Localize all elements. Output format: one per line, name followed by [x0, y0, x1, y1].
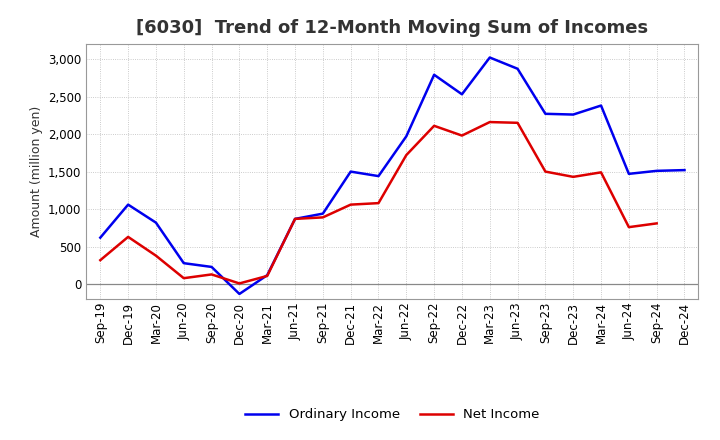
Ordinary Income — [152, 220, 161, 225]
Title: [6030]  Trend of 12-Month Moving Sum of Incomes: [6030] Trend of 12-Month Moving Sum of I… — [136, 19, 649, 37]
Net Income — [430, 123, 438, 128]
Net Income — [179, 275, 188, 281]
Net Income — [652, 221, 661, 226]
Ordinary Income — [569, 112, 577, 117]
Net Income — [485, 119, 494, 125]
Ordinary Income — [513, 66, 522, 71]
Net Income — [346, 202, 355, 207]
Ordinary Income — [458, 92, 467, 97]
Ordinary Income — [263, 272, 271, 278]
Net Income — [291, 216, 300, 221]
Line: Net Income: Net Income — [100, 122, 657, 283]
Net Income — [263, 273, 271, 279]
Net Income — [124, 234, 132, 239]
Net Income — [513, 120, 522, 125]
Line: Ordinary Income: Ordinary Income — [100, 58, 685, 294]
Ordinary Income — [541, 111, 550, 117]
Ordinary Income — [207, 264, 216, 270]
Ordinary Income — [96, 235, 104, 240]
Net Income — [152, 253, 161, 258]
Ordinary Income — [652, 168, 661, 173]
Ordinary Income — [124, 202, 132, 207]
Ordinary Income — [680, 168, 689, 173]
Ordinary Income — [624, 171, 633, 176]
Ordinary Income — [291, 216, 300, 221]
Ordinary Income — [485, 55, 494, 60]
Net Income — [374, 201, 383, 206]
Net Income — [624, 224, 633, 230]
Net Income — [597, 170, 606, 175]
Legend: Ordinary Income, Net Income: Ordinary Income, Net Income — [240, 403, 545, 426]
Net Income — [207, 272, 216, 277]
Ordinary Income — [179, 260, 188, 266]
Ordinary Income — [235, 291, 243, 297]
Ordinary Income — [346, 169, 355, 174]
Ordinary Income — [318, 211, 327, 216]
Net Income — [318, 215, 327, 220]
Net Income — [402, 152, 410, 158]
Ordinary Income — [597, 103, 606, 108]
Ordinary Income — [430, 72, 438, 77]
Net Income — [458, 133, 467, 138]
Net Income — [541, 169, 550, 174]
Ordinary Income — [402, 134, 410, 139]
Net Income — [569, 174, 577, 180]
Ordinary Income — [374, 173, 383, 179]
Y-axis label: Amount (million yen): Amount (million yen) — [30, 106, 42, 237]
Net Income — [96, 257, 104, 263]
Net Income — [235, 281, 243, 286]
